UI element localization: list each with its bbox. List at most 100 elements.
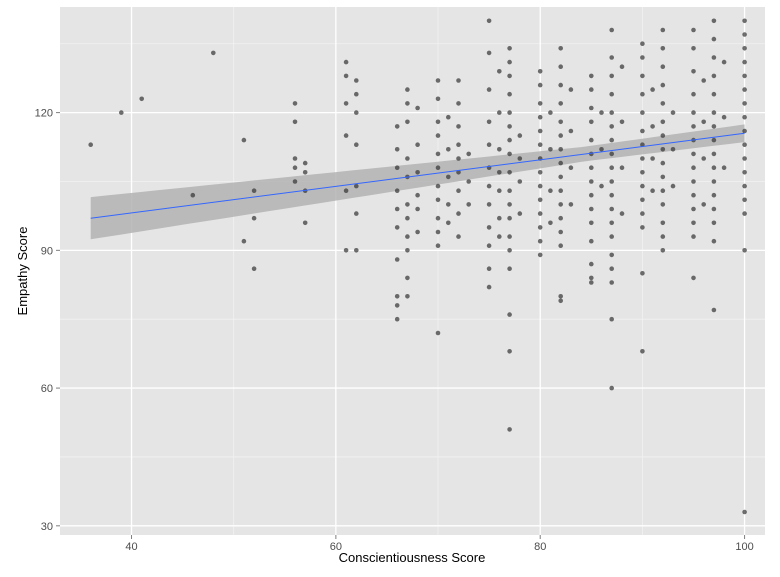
data-point xyxy=(640,142,645,147)
data-point xyxy=(691,69,696,74)
data-point xyxy=(486,142,492,147)
data-point xyxy=(292,156,298,161)
data-point xyxy=(650,87,655,92)
data-point xyxy=(405,202,410,207)
data-point xyxy=(711,165,717,170)
data-point xyxy=(650,124,655,129)
x-tick-label: 100 xyxy=(735,541,753,553)
data-point xyxy=(589,105,594,111)
data-point xyxy=(711,18,717,24)
data-point xyxy=(394,147,400,152)
data-point xyxy=(721,59,727,65)
data-point xyxy=(640,73,645,79)
data-point xyxy=(507,188,512,193)
data-point xyxy=(691,91,696,97)
data-point xyxy=(640,225,645,230)
data-point xyxy=(354,211,359,216)
data-point xyxy=(354,78,359,83)
data-point xyxy=(609,266,614,272)
data-point xyxy=(558,174,563,180)
data-point xyxy=(548,147,553,152)
data-point xyxy=(711,206,717,212)
data-point xyxy=(609,385,614,391)
data-point xyxy=(619,211,625,216)
data-point xyxy=(507,248,512,253)
data-point xyxy=(660,248,666,253)
data-point xyxy=(537,183,543,189)
data-point xyxy=(394,124,400,129)
data-point xyxy=(691,46,696,51)
data-point xyxy=(558,101,563,106)
data-point xyxy=(405,248,410,253)
data-point xyxy=(660,27,666,33)
data-point xyxy=(456,142,461,147)
data-point xyxy=(211,50,216,56)
data-point xyxy=(589,119,594,125)
data-point xyxy=(507,73,512,79)
data-point xyxy=(486,243,492,248)
data-point xyxy=(691,151,696,157)
data-point xyxy=(507,266,512,272)
data-point xyxy=(619,64,625,69)
data-point xyxy=(190,192,196,198)
data-point xyxy=(609,110,614,115)
data-point xyxy=(517,211,523,216)
data-point xyxy=(691,179,696,184)
data-point xyxy=(589,151,594,157)
data-point xyxy=(302,220,308,226)
data-point xyxy=(589,87,594,92)
data-point xyxy=(640,156,645,161)
data-point xyxy=(640,183,645,189)
data-point xyxy=(241,137,247,143)
data-point xyxy=(405,234,410,239)
data-point xyxy=(701,202,706,207)
data-point xyxy=(435,133,441,138)
data-point xyxy=(711,137,717,143)
data-point xyxy=(435,78,441,83)
data-point xyxy=(660,188,666,193)
data-point xyxy=(640,91,645,97)
data-point xyxy=(537,211,543,216)
x-tick-label: 80 xyxy=(534,541,546,553)
data-point xyxy=(251,188,257,193)
data-point xyxy=(507,137,512,143)
data-point xyxy=(589,137,594,143)
data-point xyxy=(609,124,614,129)
data-point xyxy=(691,220,696,226)
data-point xyxy=(609,234,614,239)
data-point xyxy=(537,142,543,147)
data-point xyxy=(558,147,563,152)
data-point xyxy=(507,151,512,157)
data-point xyxy=(517,156,523,161)
data-point xyxy=(537,197,543,203)
data-point xyxy=(456,101,461,106)
data-point xyxy=(640,170,645,175)
data-point xyxy=(711,238,717,244)
data-point xyxy=(640,110,645,115)
data-point xyxy=(394,303,400,308)
data-point xyxy=(435,229,441,235)
data-point xyxy=(507,312,512,317)
data-point xyxy=(405,156,410,161)
data-point xyxy=(650,156,655,161)
data-point xyxy=(507,202,512,207)
data-point xyxy=(742,170,747,175)
data-point xyxy=(711,55,717,60)
data-point xyxy=(537,82,543,88)
data-point xyxy=(609,316,614,322)
data-point xyxy=(292,119,298,125)
data-point xyxy=(446,147,451,152)
data-point xyxy=(568,202,574,207)
data-point xyxy=(466,202,472,207)
data-point xyxy=(456,188,461,193)
data-point xyxy=(742,87,747,92)
data-point xyxy=(589,206,594,212)
data-point xyxy=(517,179,523,184)
data-point xyxy=(343,73,349,79)
data-point xyxy=(507,59,512,65)
data-point xyxy=(435,197,441,203)
data-point xyxy=(486,183,492,189)
data-point xyxy=(568,165,574,170)
data-point xyxy=(507,170,512,175)
data-point xyxy=(711,151,717,157)
